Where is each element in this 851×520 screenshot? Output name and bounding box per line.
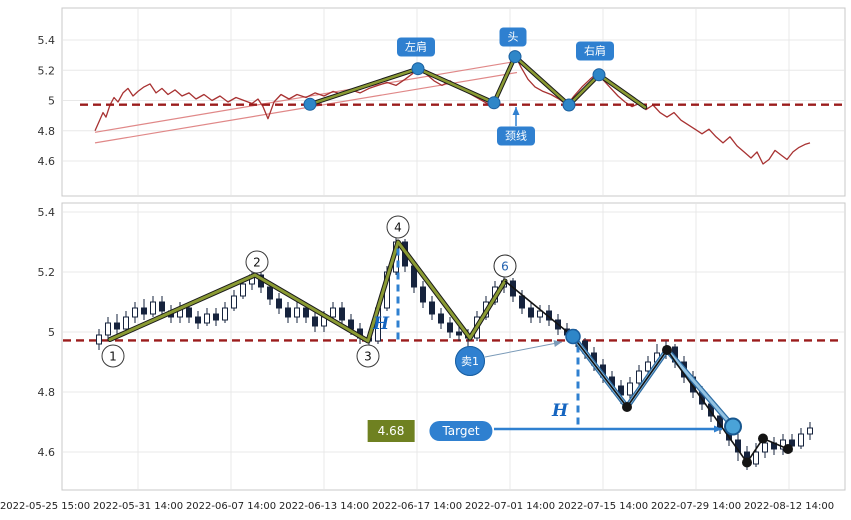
xtick-label: 2022-05-31 14:00 [93, 501, 183, 512]
ytick-label: 4.8 [38, 386, 56, 399]
xtick-label: 2022-07-29 14:00 [651, 501, 741, 512]
annotation-target-label: Target [429, 421, 493, 441]
zigzag-bottom [107, 239, 508, 344]
annotation-sell-1: 卖1 [455, 346, 485, 376]
annotation-point-2: 2 [245, 250, 269, 274]
annotation-point-1: 1 [101, 344, 125, 368]
ytick-label: 5 [48, 326, 55, 339]
annotation-left-shoulder: 左肩 [397, 37, 435, 57]
xtick-label: 2022-07-01 14:00 [465, 501, 555, 512]
xtick-label: 2022-06-13 14:00 [279, 501, 369, 512]
arrows [484, 107, 722, 433]
ytick-label: 4.8 [38, 125, 56, 138]
grid [61, 7, 846, 491]
xtick-label: 2022-06-07 14:00 [186, 501, 276, 512]
neckline-dashed [63, 103, 843, 342]
xtick-label: 2022-05-25 15:00 [0, 501, 90, 512]
xtick-label: 2022-07-15 14:00 [558, 501, 648, 512]
annotation-target-value: 4.68 [367, 420, 415, 442]
h-dashed-lines [396, 243, 580, 425]
axis-labels: 5.4 5.2 5 4.8 4.6 5.4 5.2 5 4.8 4.6 2022-05-25 15:… [0, 34, 834, 512]
ytick-label: 4.6 [38, 446, 56, 459]
annotation-point-4: 4 [386, 215, 410, 239]
xtick-label: 2022-08-12 14:00 [744, 501, 834, 512]
annotation-point-6: 6 [493, 254, 517, 278]
zigzag-top [303, 50, 648, 112]
ytick-label: 5.2 [38, 266, 56, 279]
ytick-label: 5.4 [38, 34, 56, 47]
ytick-label: 5 [48, 95, 55, 108]
annotation-point-3: 3 [356, 344, 380, 368]
annotation-h-top: H [372, 314, 390, 334]
annotation-neckline: 颈线 [497, 126, 535, 146]
key-dots [565, 328, 742, 436]
ytick-label: 5.4 [38, 206, 56, 219]
xtick-label: 2022-06-17 14:00 [372, 501, 462, 512]
ytick-label: 4.6 [38, 155, 56, 168]
annotation-h-bottom: H [551, 401, 569, 421]
annotation-head: 头 [499, 27, 527, 47]
annotation-right-shoulder: 右肩 [576, 41, 614, 61]
ytick-label: 5.2 [38, 64, 56, 77]
